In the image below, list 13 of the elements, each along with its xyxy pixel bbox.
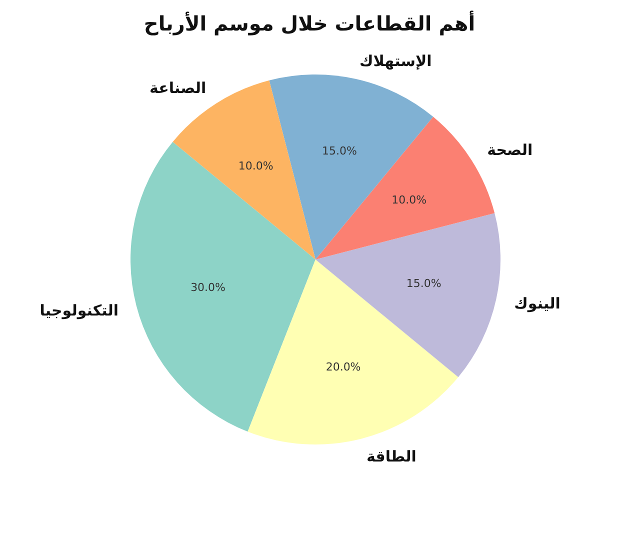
slice-label: التكنولوجيا xyxy=(40,301,118,320)
slice-label: الإستهلاك xyxy=(360,52,432,70)
data-label: 15.0% xyxy=(406,277,442,290)
slice-label: الينوك xyxy=(514,294,560,313)
data-label: 15.0% xyxy=(322,144,358,158)
slice-label: الصحة xyxy=(487,141,533,160)
slice-label: الصناعة xyxy=(150,78,206,97)
data-label: 10.0% xyxy=(392,193,427,206)
chart-title: أهم القطاعات خلال موسم الأرباح xyxy=(144,10,476,36)
data-label: 10.0% xyxy=(238,159,274,172)
data-label: 20.0% xyxy=(326,360,361,374)
data-label: 30.0% xyxy=(190,280,226,294)
slice-label: الطاقة xyxy=(366,448,416,466)
